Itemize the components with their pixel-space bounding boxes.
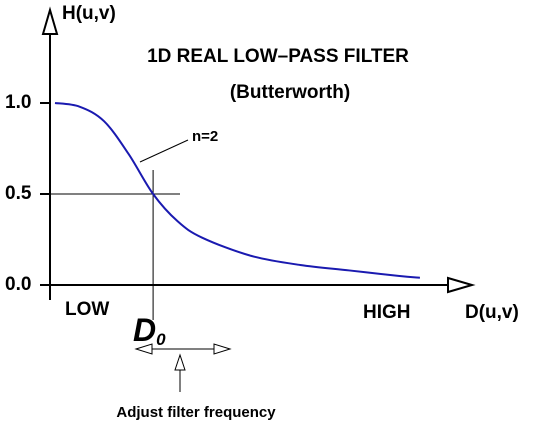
- note: Adjust filter frequency: [116, 404, 276, 421]
- x-axis-label: D(u,v): [465, 302, 519, 323]
- note-arrow-head: [174, 353, 186, 371]
- adjust-arrow-left: [134, 343, 153, 355]
- curve: [54, 102, 420, 279]
- adjust-arrow-right: [213, 343, 232, 355]
- x-low-label: LOW: [65, 299, 109, 320]
- curve-label: n=2: [192, 128, 218, 145]
- y-axis-arrow: [41, 6, 59, 35]
- curve-label-pointer: [139, 139, 189, 163]
- y-tick-label: 0.0: [5, 274, 31, 295]
- cutoff-symbol-main: D: [133, 312, 156, 348]
- chart-title: 1D REAL LOW–PASS FILTER: [147, 46, 409, 67]
- y-tick-label: 0.5: [5, 183, 32, 204]
- y-tick-label: 1.0: [5, 92, 31, 113]
- chart-subtitle: (Butterworth): [230, 82, 350, 103]
- x-axis-arrow: [447, 276, 476, 294]
- cutoff-symbol-subscript: 0: [156, 330, 166, 349]
- x-high-label: HIGH: [363, 302, 411, 323]
- y-axis-label: H(u,v): [62, 3, 116, 24]
- cutoff-symbol: D0: [133, 312, 166, 349]
